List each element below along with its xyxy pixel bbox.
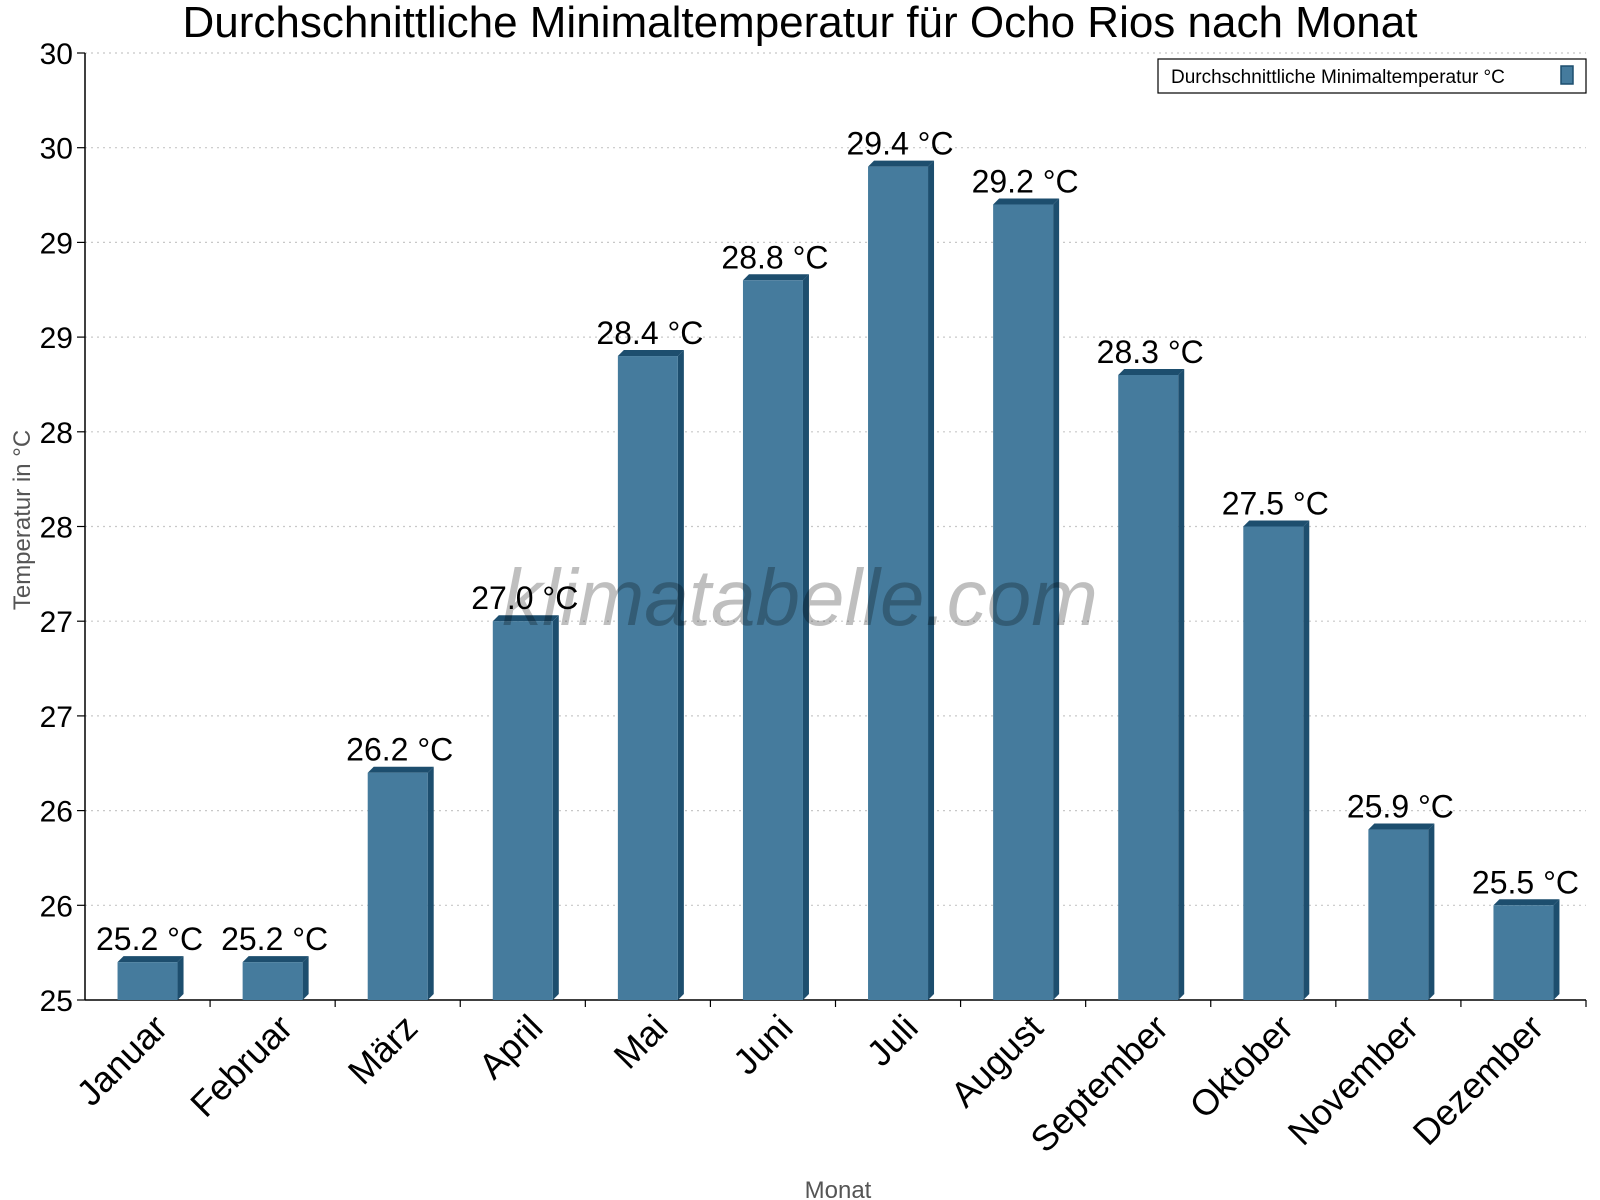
y-tick-label: 26	[40, 796, 73, 829]
bars	[117, 160, 1560, 1001]
y-tick-label: 25	[40, 985, 73, 1018]
bar	[367, 772, 428, 1000]
y-tick-label: 28	[40, 417, 73, 450]
bar-side	[552, 615, 559, 1000]
bar	[742, 280, 803, 1000]
bar-top	[1118, 368, 1185, 375]
bar	[617, 356, 678, 1000]
legend-swatch	[1560, 65, 1574, 85]
bar-side	[1303, 520, 1310, 1000]
watermark: klimatabelle.com	[502, 553, 1098, 642]
y-tick-label: 30	[40, 133, 73, 166]
bar-side	[928, 160, 935, 1000]
legend: Durchschnittliche Minimaltemperatur °C	[1157, 58, 1587, 94]
x-tick-label: März	[340, 1007, 426, 1093]
bar-side	[1553, 899, 1560, 1000]
data-label: 26.2 °C	[346, 732, 453, 768]
grid-lines	[85, 52, 1586, 906]
x-tick-label: Dezember	[1405, 1007, 1551, 1153]
data-label: 25.9 °C	[1347, 789, 1454, 825]
legend-label: Durchschnittliche Minimaltemperatur °C	[1171, 67, 1505, 88]
y-axis-title: Temperatur in °C	[9, 430, 36, 610]
y-tick-label: 28	[40, 512, 73, 545]
data-label: 25.2 °C	[221, 921, 328, 957]
bar	[1243, 526, 1304, 1000]
bar	[492, 621, 553, 1000]
bar-top	[742, 274, 809, 281]
y-tick-label: 30	[40, 38, 73, 71]
y-tick-label: 27	[40, 606, 73, 639]
bar-top	[242, 956, 309, 963]
data-label: 28.3 °C	[1097, 334, 1204, 370]
legend-box	[1157, 58, 1587, 94]
bar	[868, 166, 929, 1000]
x-tick-label: August	[943, 1007, 1051, 1115]
x-tick-label: Oktober	[1181, 1007, 1301, 1127]
bar-side	[427, 766, 434, 1000]
axes	[77, 52, 1587, 1007]
data-label: 29.2 °C	[972, 164, 1079, 200]
bar	[117, 962, 178, 1000]
x-tick-label: Juni	[725, 1007, 801, 1083]
x-tick-label: Februar	[182, 1007, 300, 1125]
x-tick-label: September	[1022, 1007, 1176, 1161]
bar	[1493, 905, 1554, 1000]
y-tick-label: 29	[40, 322, 73, 355]
bar	[993, 204, 1054, 1000]
bar-side	[1178, 368, 1185, 1001]
y-tick-label: 29	[40, 227, 73, 260]
bar-top	[617, 350, 684, 357]
bar-top	[993, 198, 1060, 205]
data-label: 28.4 °C	[596, 315, 703, 351]
data-labels: 25.2 °C 25.2 °C 26.2 °C 27.0 °C 28.4 °C 28.8 …	[96, 126, 1579, 957]
x-tick-label: November	[1280, 1007, 1426, 1153]
x-tick-label: Mai	[606, 1007, 676, 1077]
y-tick-label: 26	[40, 890, 73, 923]
data-label: 29.4 °C	[847, 126, 954, 162]
bar-top	[1243, 520, 1310, 527]
bar-side	[802, 274, 809, 1000]
bar-side	[177, 956, 184, 1000]
x-tick-label: Juli	[859, 1007, 926, 1074]
chart-title: Durchschnittliche Minimaltemperatur für …	[183, 0, 1418, 47]
bar	[1368, 829, 1429, 1000]
bar-top	[1368, 823, 1435, 830]
data-label: 27.0 °C	[471, 580, 578, 616]
bar-side	[677, 350, 684, 1000]
bar-top	[492, 615, 559, 622]
bar-side	[302, 956, 309, 1000]
data-label: 25.2 °C	[96, 921, 203, 957]
bar-top	[1493, 899, 1560, 906]
bar	[1118, 374, 1179, 1001]
bar-top	[117, 956, 184, 963]
bar	[242, 962, 303, 1000]
x-tick-label: April	[471, 1007, 551, 1087]
data-label: 25.5 °C	[1472, 864, 1579, 900]
data-label: 28.8 °C	[721, 239, 828, 275]
x-axis-title: Monat	[805, 1177, 872, 1200]
bar-side	[1428, 823, 1435, 1000]
bar-top	[868, 160, 935, 167]
y-tick-label: 27	[40, 701, 73, 734]
x-tick-label: Januar	[68, 1007, 175, 1114]
bar-top	[367, 766, 434, 773]
data-label: 27.5 °C	[1222, 486, 1329, 522]
bar-side	[1053, 198, 1060, 1000]
